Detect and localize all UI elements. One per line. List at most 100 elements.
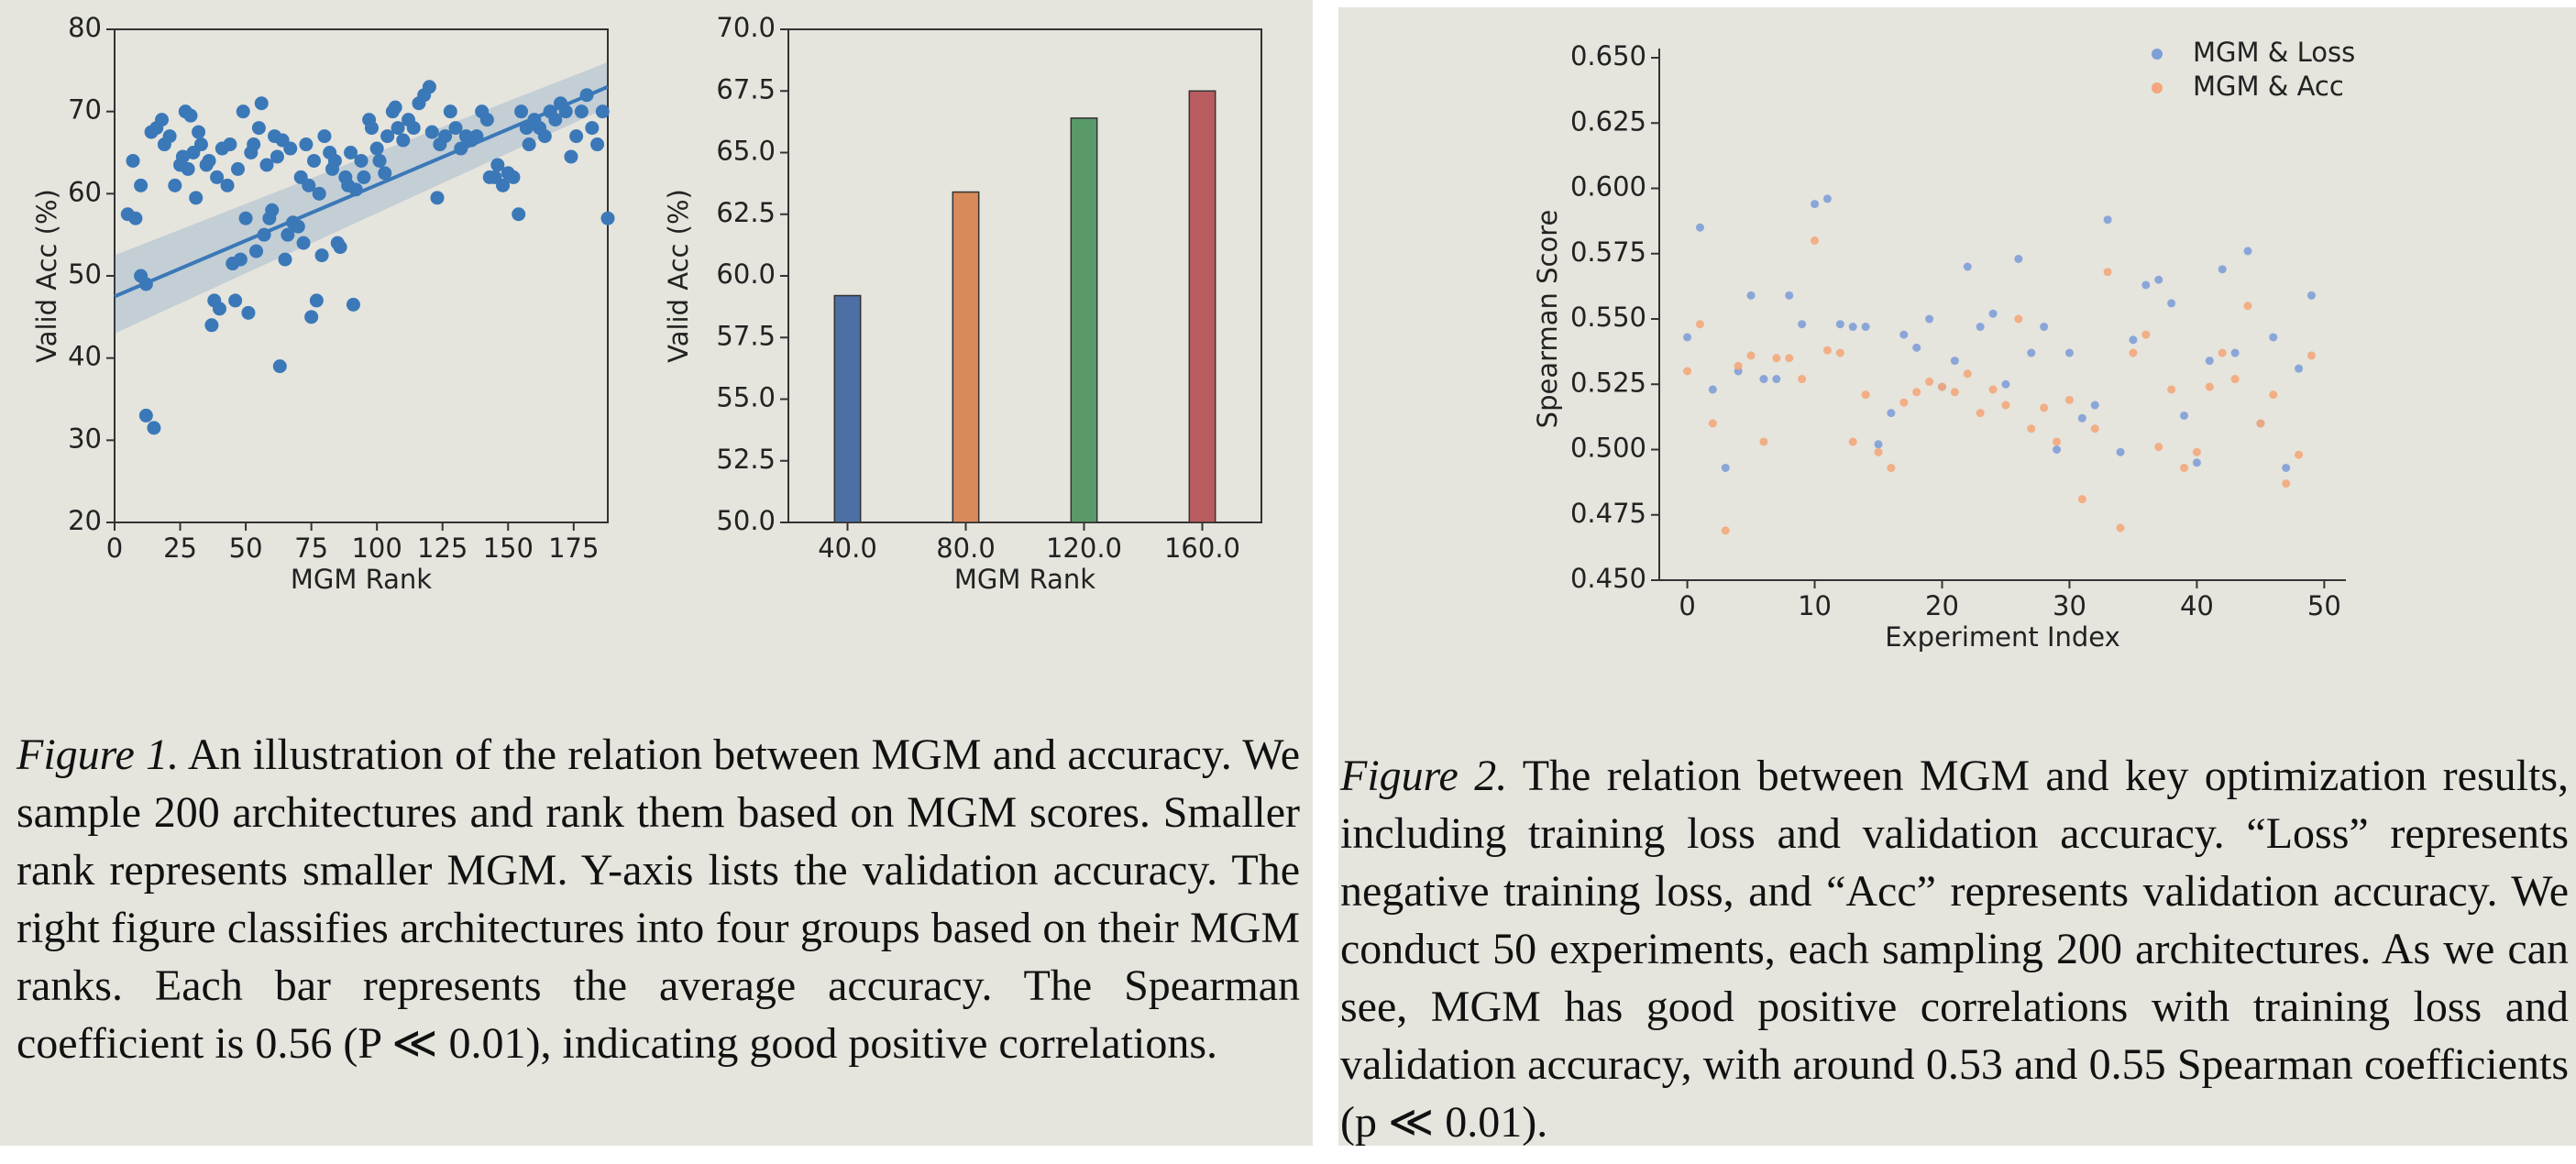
y-tick-label: 0.600 — [1570, 171, 1646, 203]
scatter-point — [1708, 385, 1717, 394]
y-tick-label: 62.5 — [716, 197, 776, 228]
scatter-point — [291, 219, 305, 234]
y-axis-label: Spearman Score — [1532, 210, 1563, 429]
scatter-point — [212, 302, 226, 316]
y-tick-label: 80 — [68, 12, 102, 43]
scatter-point — [228, 293, 243, 308]
right-panel — [1338, 7, 2576, 1146]
x-tick-label: 0 — [106, 533, 123, 564]
x-tick-label: 0 — [1679, 590, 1695, 621]
y-tick-label: 0.650 — [1570, 40, 1646, 71]
scatter-point — [1811, 200, 1820, 209]
scatter-point — [1811, 236, 1820, 245]
scatter-point — [448, 121, 463, 136]
scatter-point — [2230, 348, 2240, 357]
scatter-point — [192, 125, 206, 139]
scatter-point — [1976, 409, 1985, 418]
y-tick-label: 52.5 — [716, 444, 776, 475]
scatter-point — [1798, 375, 1807, 384]
scatter-point — [1874, 447, 1883, 456]
scatter-point — [396, 133, 411, 148]
y-tick-label: 60.0 — [716, 258, 776, 290]
scatter-point — [2027, 348, 2036, 357]
x-tick-label: 175 — [548, 533, 599, 564]
x-tick-label: 150 — [483, 533, 534, 564]
scatter-point — [600, 211, 615, 225]
scatter-point — [1746, 291, 1756, 300]
scatter-point — [1963, 262, 1972, 271]
scatter-point — [2269, 390, 2278, 400]
scatter-point — [265, 203, 280, 217]
scatter-point — [2116, 447, 2125, 456]
scatter-point — [514, 104, 529, 119]
scatter-point — [590, 137, 605, 152]
x-tick-label: 40.0 — [818, 533, 877, 564]
y-tick-label: 50.0 — [716, 505, 776, 536]
scatter-point — [241, 305, 256, 320]
scatter-point — [1963, 369, 1972, 379]
scatter-point — [2154, 275, 2163, 284]
scatter-point — [2282, 479, 2291, 489]
scatter-point — [2001, 401, 2010, 410]
scatter-point — [2040, 403, 2049, 412]
scatter-point — [259, 158, 274, 172]
bar — [1070, 117, 1098, 523]
scatter-point — [2306, 351, 2316, 360]
scatter-point — [564, 149, 578, 164]
scatter-point — [2064, 395, 2074, 404]
scatter-point — [138, 408, 153, 423]
scatter-point — [1734, 361, 1743, 370]
y-tick-label: 20 — [68, 505, 102, 536]
fit-line — [114, 84, 609, 299]
scatter-point — [1835, 348, 1844, 357]
bar — [952, 191, 980, 523]
scatter-point — [1785, 354, 1794, 363]
scatter-point — [134, 178, 149, 192]
scatter-point — [2154, 443, 2163, 452]
x-tick-label: 50 — [229, 533, 263, 564]
scatter-point — [2295, 450, 2304, 459]
scatter-point — [299, 137, 314, 152]
scatter-point — [506, 170, 521, 184]
scatter-point — [1950, 357, 1959, 366]
scatter-point — [2141, 280, 2151, 290]
scatter-point — [233, 252, 248, 267]
scatter-point — [1683, 333, 1692, 342]
scatter-point — [2014, 314, 2023, 324]
scatter-point — [2269, 333, 2278, 342]
scatter-point — [1925, 377, 1934, 386]
scatter-point — [2027, 424, 2036, 434]
scatter-point — [1912, 388, 1921, 397]
scatter-point — [2243, 302, 2252, 311]
x-tick-label: 80.0 — [936, 533, 996, 564]
scatter-point — [2282, 463, 2291, 472]
scatter-point — [1925, 314, 1934, 324]
y-tick-label: 67.5 — [716, 73, 776, 104]
x-tick-label: 30 — [2053, 590, 2086, 621]
legend-marker — [2152, 82, 2163, 93]
x-tick-label: 20 — [1925, 590, 1959, 621]
y-tick-label: 0.450 — [1570, 563, 1646, 594]
scatter-point — [1848, 323, 1857, 332]
scatter-point — [2243, 247, 2252, 256]
scatter-point — [1950, 388, 1959, 397]
scatter-point — [333, 240, 347, 255]
scatter-point — [1988, 385, 1998, 394]
scatter-point — [380, 129, 395, 144]
y-axis-label: Valid Acc (%) — [663, 189, 694, 363]
y-tick-label: 55.0 — [716, 382, 776, 413]
scatter-point — [236, 104, 250, 119]
scatter-point — [512, 207, 526, 222]
scatter-point — [1976, 323, 1985, 332]
scatter-point — [304, 310, 319, 324]
y-tick-label: 50 — [68, 258, 102, 290]
scatter-point — [2040, 323, 2049, 332]
scatter-point — [175, 149, 190, 164]
scatter-point — [1861, 390, 1870, 400]
caption-text: The relation between MGM and key optimiz… — [1340, 752, 2570, 1147]
y-tick-label: 70 — [68, 94, 102, 126]
scatter-point — [1746, 351, 1756, 360]
y-tick-label: 0.575 — [1570, 236, 1646, 268]
scatter-point — [272, 359, 287, 374]
scatter-point — [1835, 320, 1844, 329]
